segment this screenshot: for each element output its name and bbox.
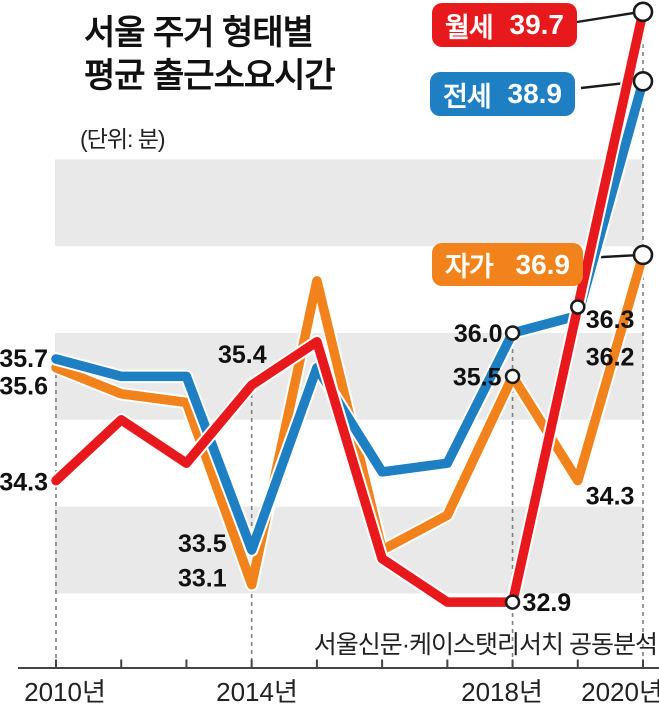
chart-title-line1: 서울 주거 형태별 bbox=[84, 14, 314, 52]
data-point-monthly-rent bbox=[504, 594, 521, 610]
value-label-jeonse-36.0: 36.0 bbox=[454, 320, 503, 348]
value-label-monthly-rent-34.3: 34.3 bbox=[0, 469, 48, 497]
value-label-jeonse-35.7: 35.7 bbox=[0, 345, 48, 373]
end-point-jeonse bbox=[632, 70, 654, 92]
data-point-monthly-rent bbox=[570, 299, 586, 315]
unit-label: (단위: 분) bbox=[80, 126, 166, 152]
callout-own-home-label: 자가 bbox=[445, 252, 494, 282]
callout-monthly-rent-value: 39.7 bbox=[509, 9, 565, 40]
value-label-monthly-rent-35.4: 35.4 bbox=[218, 341, 267, 369]
chart-title-line2: 평균 출근소요시간 bbox=[84, 57, 336, 95]
value-label-own-home-34.3: 34.3 bbox=[586, 483, 635, 511]
x-axis-year-2020: 2020년 bbox=[581, 677, 659, 707]
callout-connector-monthly-rent bbox=[576, 10, 642, 24]
callout-jeonse: 전세 38.9 bbox=[430, 72, 575, 116]
grid-band-33-34 bbox=[55, 506, 643, 594]
callout-jeonse-value: 38.9 bbox=[507, 78, 563, 109]
callout-monthly-rent: 월세 39.7 bbox=[432, 3, 577, 47]
x-axis-year-2014: 2014년 bbox=[216, 677, 298, 707]
callout-monthly-rent-label: 월세 bbox=[445, 12, 494, 43]
chart-title: 서울 주거 형태별 평균 출근소요시간 bbox=[84, 12, 336, 98]
callout-jeonse-label: 전세 bbox=[443, 81, 492, 112]
value-label-own-home-35.5: 35.5 bbox=[453, 363, 502, 391]
series-line-jeonse bbox=[51, 76, 648, 555]
x-axis-year-2010: 2010년 bbox=[24, 677, 106, 707]
grid-band-37-38 bbox=[55, 159, 643, 247]
x-axis-year-2018: 2018년 bbox=[461, 677, 543, 707]
value-label-monthly-rent-32.9: 32.9 bbox=[523, 589, 572, 617]
value-label-own-home-35.6: 35.6 bbox=[0, 373, 48, 401]
source-credit: 서울신문·케이스탯리서치 공동분석 bbox=[314, 631, 657, 659]
callout-own-home: 자가 36.9 bbox=[432, 243, 583, 286]
value-label-jeonse-33.5: 33.5 bbox=[178, 530, 227, 558]
value-label-monthly-rent-36.3: 36.3 bbox=[586, 306, 635, 334]
end-point-own-home bbox=[632, 244, 654, 266]
data-point-own-home bbox=[504, 368, 521, 385]
end-point-monthly-rent bbox=[632, 1, 654, 23]
series-line-monthly-rent bbox=[51, 7, 648, 607]
data-point-jeonse bbox=[504, 325, 521, 341]
value-label-own-home-33.1: 33.1 bbox=[178, 565, 227, 593]
value-label-jeonse-36.2: 36.2 bbox=[586, 344, 635, 372]
callout-own-home-value: 36.9 bbox=[515, 248, 571, 280]
